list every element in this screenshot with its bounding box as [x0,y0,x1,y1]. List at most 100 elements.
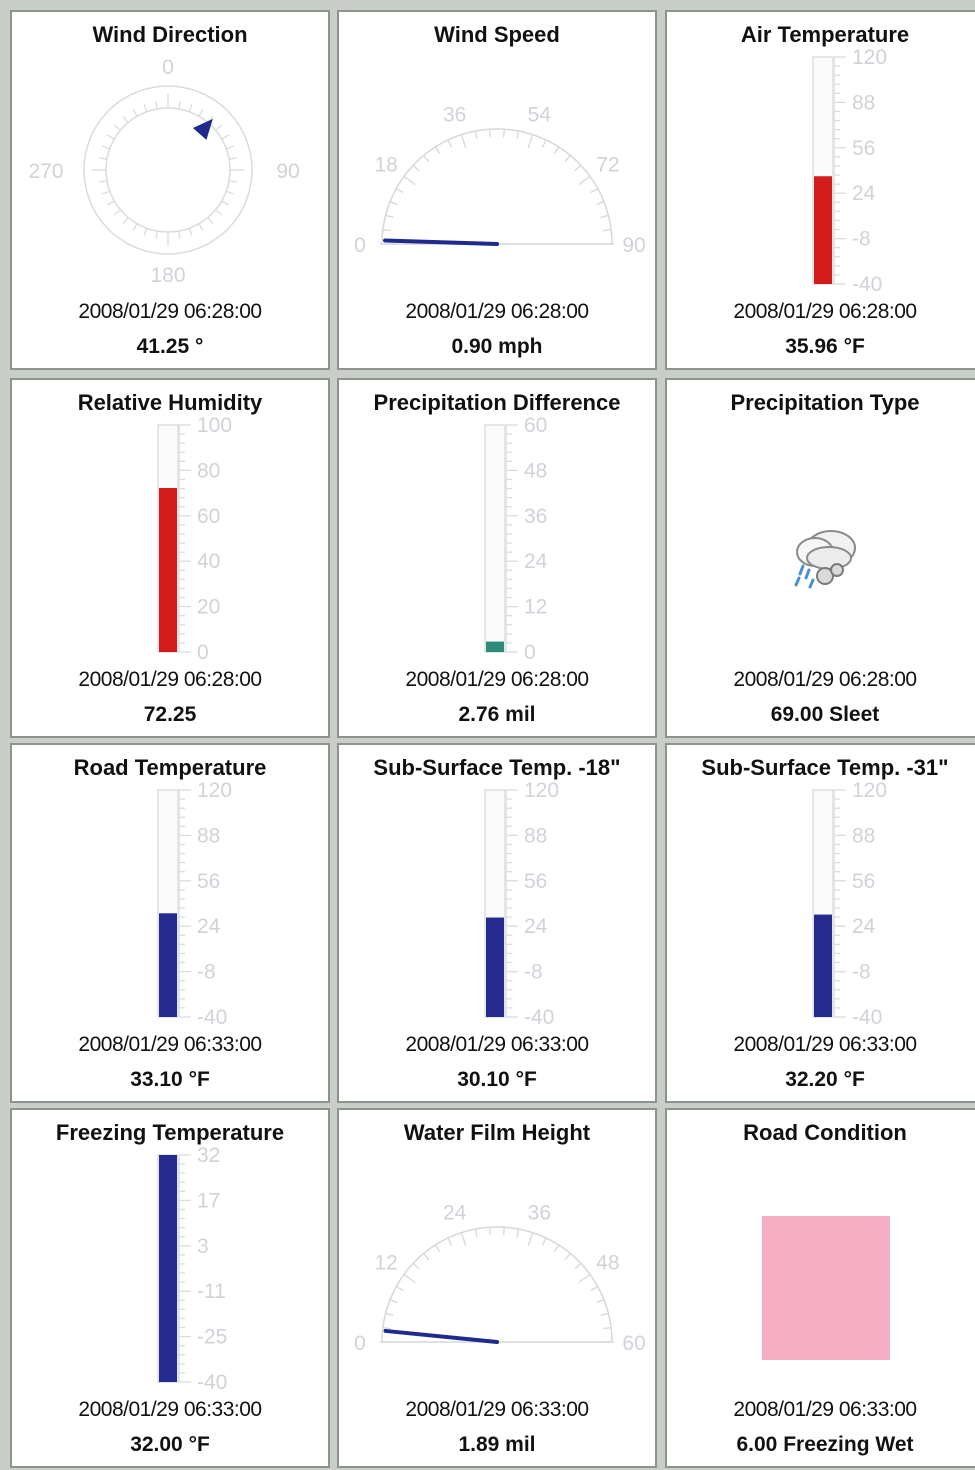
timestamp: 2008/01/29 06:28:00 [733,668,917,691]
compass-tick [101,145,110,150]
sleet-cloud-icon [785,518,865,603]
compass-tick [143,228,148,237]
scale-label: -8 [524,961,543,984]
timestamp: 2008/01/29 06:33:00 [405,1033,589,1056]
scale-label: 0 [524,641,536,664]
dial-tick [600,214,609,219]
dial-tick [474,130,478,140]
dial-label: 60 [622,1332,645,1355]
road-condition-swatch [762,1216,890,1360]
dial-tick [603,1326,612,1330]
dial-tick [474,1228,478,1238]
scale-label: 88 [852,91,875,114]
panel-precipitation-difference[interactable]: Precipitation Difference 60 48 36 24 12 0 2008/… [337,378,657,738]
panel-title: Relative Humidity [77,390,263,415]
scale-label: 120 [524,779,559,802]
dial-tick [596,1299,605,1304]
scale-label: 88 [524,824,547,847]
dial-tick [527,1232,534,1247]
scale-label: 120 [852,779,887,802]
compass-inner-ring [105,107,231,233]
panel-title: Sub-Surface Temp. -31" [701,755,949,780]
level-fill [159,1155,177,1382]
panel-air-temperature[interactable]: Air Temperature 120 88 56 24 -8 -40 2008/01/29 … [665,10,975,370]
level-fill [814,176,832,284]
scale-label: -8 [197,961,216,984]
scale-label: 56 [852,870,875,893]
wind-direction-pointer [192,118,213,140]
panel-title: Freezing Temperature [55,1120,285,1145]
gauge-sub-surface-temp-18: 120 88 56 24 -8 -40 [484,779,559,1029]
dial-label: 90 [622,234,645,257]
scale-label: -11 [197,1280,226,1303]
reading-value: 72.25 [143,703,197,726]
panel-road-condition[interactable]: Road Condition 2008/01/29 06:33:00 6.00 Fr… [665,1108,975,1468]
panel-water-film-height[interactable]: Water Film Height 0 12 24 36 48 60 2008/01/29 0… [337,1108,657,1468]
panel-precipitation-type[interactable]: Precipitation Type 2008/01/29 06:28:00 69.… [665,378,975,738]
panel-wind-speed[interactable]: Wind Speed 0 18 36 54 72 90 2008/01/29 06:28:00… [337,10,657,370]
compass-outer-ring [83,85,253,255]
dial-arc [381,128,613,245]
scale-label: 24 [524,550,548,573]
compass-tick [226,145,235,150]
timestamp: 2008/01/29 06:33:00 [733,1398,917,1421]
compass-tick [228,180,238,183]
panel-title: Road Temperature [73,755,267,780]
panel-road-temperature[interactable]: Road Temperature 120 88 56 24 -8 -40 2008/01/29… [10,743,330,1103]
reading-value: 2.76 mil [458,703,536,726]
compass-tick [155,230,158,240]
gauge-air-temperature: 120 88 56 24 -8 -40 [812,46,887,296]
gauge-freezing-temperature: 32 17 3 -11 -25 -40 [157,1144,227,1394]
compass-label: 90 [276,160,299,183]
scale-label: -40 [197,1371,227,1394]
gauge-road-temperature: 120 88 56 24 -8 -40 [157,779,232,1029]
timestamp: 2008/01/29 06:33:00 [405,1398,589,1421]
dial-tick [574,164,582,172]
compass-tick [221,134,229,140]
panel-relative-humidity[interactable]: Relative Humidity 100 80 60 40 20 0 2008/01/29 … [10,378,330,738]
compass-tick [215,124,223,131]
scale-label: 100 [197,414,232,437]
compass-tick [132,109,138,117]
dial-tick [447,1237,453,1246]
compass-tick [132,223,138,231]
timestamp: 2008/01/29 06:28:00 [405,668,589,691]
scale-label: 24 [852,915,876,938]
panel-sub-surface-temp-18[interactable]: Sub-Surface Temp. -18" 120 88 56 24 -8 -40 2008… [337,743,657,1103]
dial-label: 72 [596,153,619,176]
reading-value: 41.25 ° [136,335,204,358]
dial-tick [590,1286,599,1292]
reading-value: 0.90 mph [451,335,543,358]
scale-label: 0 [197,641,209,664]
panel-title: Precipitation Type [730,390,920,415]
dial-tick [460,1232,467,1247]
scale-label: 24 [197,915,221,938]
scale-label: -40 [197,1006,227,1029]
panel-freezing-temperature[interactable]: Freezing Temperature 32 17 3 -11 -25 -40 2008/0… [10,1108,330,1468]
compass-tick [98,157,108,160]
dial-tick [578,1273,591,1284]
compass-tick [188,103,193,112]
dial-tick [385,1312,394,1317]
scale-label: 36 [524,505,547,528]
reading-value: 30.10 °F [457,1068,537,1091]
dial-tick [541,1237,547,1246]
compass-tick [155,100,158,110]
scale-label: 24 [524,915,548,938]
scale-label: -40 [852,1006,882,1029]
panel-wind-direction[interactable]: Wind Direction 0 90 180 270 2008/01/29 06:28:… [10,10,330,370]
panel-sub-surface-temp-31[interactable]: Sub-Surface Temp. -31" 120 88 56 24 -8 -40 2008… [665,743,975,1103]
scale-label: 48 [524,459,547,482]
dial-tick [578,175,591,186]
panel-title: Water Film Height [403,1120,591,1145]
panel-title: Wind Speed [434,22,560,47]
dial-label: 18 [374,153,397,176]
dial-label: 54 [528,104,552,127]
compass-tick [107,134,115,140]
dial-needle [383,238,499,246]
dial-tick [574,1262,582,1270]
dial-tick [382,228,391,232]
scale-label: 60 [524,414,547,437]
reading-value: 69.00 Sleet [770,703,880,726]
timestamp: 2008/01/29 06:33:00 [78,1033,262,1056]
